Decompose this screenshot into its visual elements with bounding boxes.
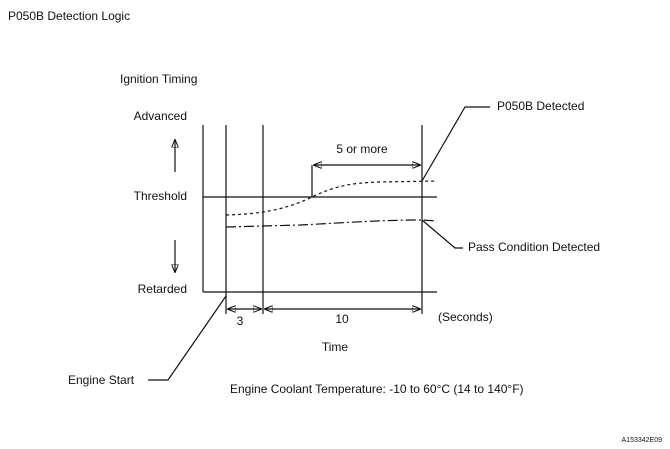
leader: [421, 219, 463, 249]
timing-curve: [225, 180, 438, 216]
x-axis-label: Time: [322, 340, 349, 354]
duration-label: 5 or more: [336, 142, 388, 156]
leader: [148, 295, 227, 381]
y-axis-label: Ignition Timing: [120, 72, 197, 86]
figure-code: A153342E09: [622, 437, 663, 444]
frame: [202, 125, 437, 314]
note: Engine Coolant Temperature: -10 to 60°C …: [230, 382, 524, 396]
segment-label: 3: [237, 314, 244, 328]
pass-label: Pass Condition Detected: [468, 240, 600, 254]
segment-label: 10: [335, 312, 349, 326]
unit-label: (Seconds): [438, 310, 493, 324]
leader: [421, 106, 490, 182]
title: P050B Detection Logic: [8, 9, 130, 23]
engine-start-label: Engine Start: [68, 373, 135, 387]
pass-curve: [225, 219, 438, 228]
retarded-label: Retarded: [138, 282, 187, 296]
advanced-label: Advanced: [134, 109, 187, 123]
detected-label: P050B Detected: [497, 99, 584, 113]
threshold-label: Threshold: [134, 189, 187, 203]
